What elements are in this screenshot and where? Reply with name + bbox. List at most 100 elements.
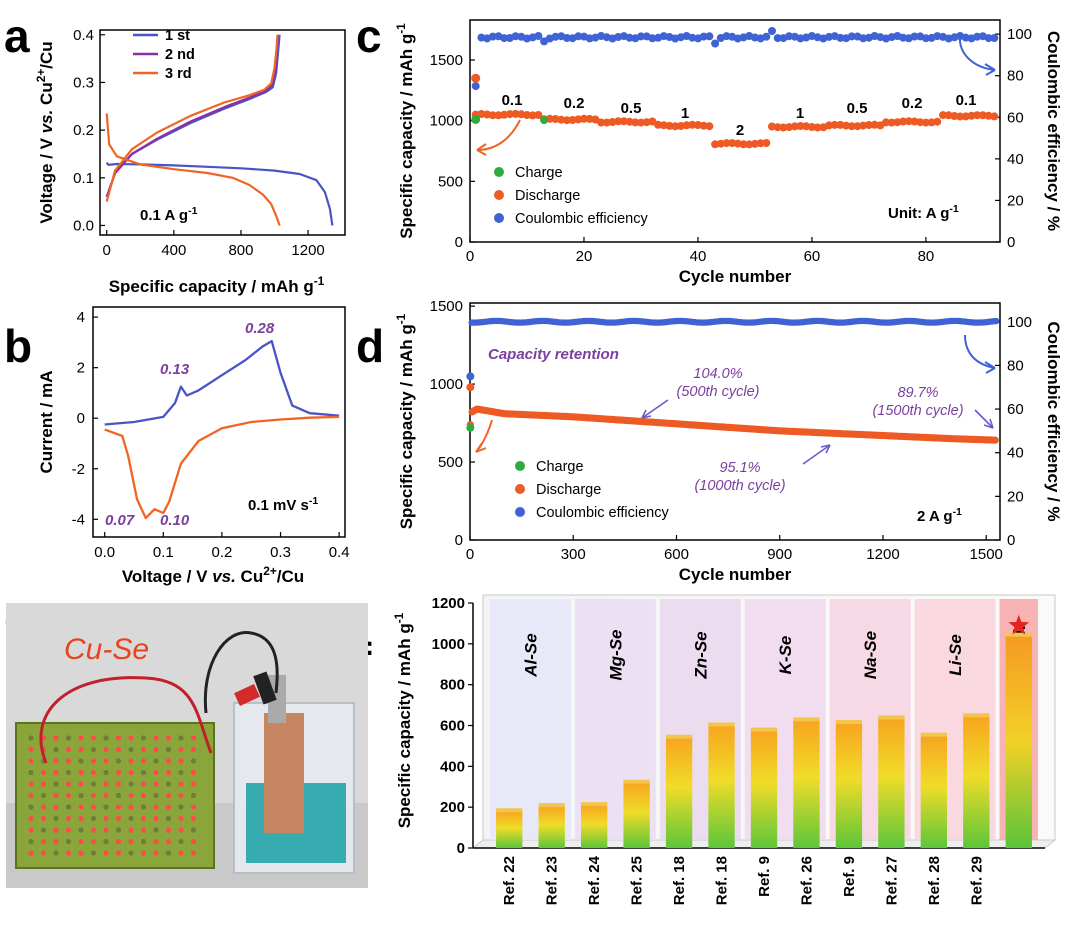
arrow-1500 bbox=[974, 409, 994, 429]
y-tick-label: -4 bbox=[72, 511, 85, 528]
plot-frame-a bbox=[99, 29, 346, 236]
peak-label: 0.13 bbox=[160, 361, 190, 378]
group-label: Al-Se bbox=[521, 633, 540, 677]
rate-label: 0.5 bbox=[847, 100, 868, 117]
y2-tick-label: 0 bbox=[1007, 234, 1015, 251]
ce-point bbox=[993, 317, 1000, 325]
x-tick-label: 0 bbox=[466, 546, 474, 563]
legend-label: Coulombic efficiency bbox=[515, 211, 648, 227]
annotation-1000: 95.1% bbox=[719, 460, 760, 476]
star-icon bbox=[1008, 614, 1030, 635]
ce-point bbox=[921, 34, 930, 43]
peak-label: 0.28 bbox=[245, 320, 275, 337]
annotation-500-sub: (500th cycle) bbox=[676, 384, 759, 400]
x-tick-label: 20 bbox=[576, 248, 593, 265]
x-axis-label: Cycle number bbox=[679, 565, 792, 584]
discharge-point bbox=[899, 117, 908, 126]
group-label: Zn-Se bbox=[691, 631, 710, 679]
led-board bbox=[15, 722, 215, 869]
discharge-point bbox=[887, 118, 896, 127]
y-tick-label: -2 bbox=[72, 461, 85, 478]
cv-curve-cathodic bbox=[104, 415, 340, 520]
ce-point bbox=[699, 32, 708, 41]
x-tick-label: Ref. 18 bbox=[714, 856, 731, 905]
discharge-point bbox=[739, 140, 748, 149]
ce-point bbox=[574, 32, 583, 41]
bar-top bbox=[835, 720, 863, 725]
bar bbox=[878, 718, 905, 848]
discharge-point bbox=[796, 122, 805, 130]
ce-point bbox=[466, 372, 475, 381]
x-tick-label: Ref. 29 bbox=[968, 856, 985, 905]
arrow-left bbox=[476, 119, 521, 151]
discharge-point bbox=[773, 123, 782, 132]
rate-label: 2 bbox=[736, 122, 744, 139]
rate-label: 0.2 bbox=[564, 95, 585, 112]
series-line-1st bbox=[105, 161, 334, 226]
discharge-point bbox=[705, 122, 714, 131]
bar bbox=[623, 782, 650, 848]
discharge-point bbox=[671, 122, 680, 131]
bar bbox=[665, 737, 693, 848]
photo-label: Cu-Se bbox=[64, 633, 149, 666]
y-tick-label: 800 bbox=[440, 677, 465, 694]
ce-point bbox=[984, 34, 993, 43]
legend-marker bbox=[515, 484, 525, 494]
y-tick-label: 500 bbox=[438, 454, 463, 471]
legend-label: 3 rd bbox=[165, 66, 192, 82]
retention-title: Capacity retention bbox=[488, 346, 619, 363]
annotation-1500-sub: (1500th cycle) bbox=[872, 403, 963, 419]
discharge-point bbox=[956, 112, 965, 121]
discharge-point bbox=[756, 139, 765, 148]
rate-label: 1 bbox=[681, 105, 689, 122]
group-label: Mg-Se bbox=[606, 630, 625, 681]
discharge-point bbox=[991, 436, 999, 444]
discharge-point bbox=[864, 121, 873, 129]
bar-top bbox=[750, 727, 778, 732]
group-label: Na-Se bbox=[861, 631, 880, 679]
bar-top bbox=[963, 713, 990, 718]
y-axis-label: Voltage / V vs. Cu2+/Cu bbox=[34, 41, 56, 223]
bar bbox=[750, 730, 778, 848]
y-tick-label: 0 bbox=[455, 234, 463, 251]
x-tick-label: Ref. 28 bbox=[926, 856, 943, 905]
ce-point bbox=[500, 34, 509, 43]
y-tick-label: 500 bbox=[438, 173, 463, 190]
discharge-point bbox=[688, 120, 697, 129]
y2-tick-label: 100 bbox=[1007, 26, 1032, 43]
legend-label: Coulombic efficiency bbox=[536, 505, 669, 521]
chart-b: 0.0 0.1 0.2 0.3 0.4 -4 -2 0 2 4 Voltage / V vs. Cu… bbox=[37, 306, 350, 586]
panel-letter-d: d bbox=[356, 320, 384, 372]
annotation-scan-rate: 0.1 mV s-1 bbox=[248, 495, 318, 514]
bar-top bbox=[580, 802, 608, 807]
legend-label: Charge bbox=[515, 165, 563, 181]
y2-tick-label: 40 bbox=[1007, 445, 1024, 462]
bar bbox=[708, 725, 735, 848]
y-tick-label: 0.1 bbox=[73, 170, 94, 187]
annotation-500: 104.0% bbox=[693, 366, 742, 382]
y-tick-label: 0.4 bbox=[73, 27, 94, 44]
x-tick-label: Ref. 27 bbox=[883, 856, 900, 905]
arrow-1000 bbox=[802, 444, 831, 465]
discharge-point bbox=[973, 111, 982, 120]
discharge-point bbox=[916, 118, 925, 127]
chart-c: 0 20 40 60 80 0 500 1000 1500 0 20 40 60 80 100 Cycle n… bbox=[394, 19, 1063, 286]
legend-label: Discharge bbox=[515, 188, 580, 204]
x-tick-label: Ref. 25 bbox=[629, 856, 646, 905]
bar-top bbox=[1005, 632, 1032, 637]
discharge-point bbox=[505, 110, 514, 119]
y-tick-label: 4 bbox=[77, 309, 85, 326]
rate-label: 0.5 bbox=[621, 100, 642, 117]
x-tick-label: 40 bbox=[690, 248, 707, 265]
ce-point bbox=[471, 82, 480, 91]
panel-letter-b: b bbox=[4, 320, 32, 372]
x-tick-label: Ref. 24 bbox=[586, 855, 603, 905]
y2-axis-label: Coulombic efficiency / % bbox=[1044, 321, 1063, 521]
pouch-cell bbox=[233, 675, 355, 874]
group-label: K-Se bbox=[776, 636, 795, 675]
discharge-point bbox=[511, 109, 520, 118]
y2-tick-label: 60 bbox=[1007, 109, 1024, 126]
bar bbox=[496, 811, 523, 848]
discharge-point bbox=[904, 117, 913, 126]
bar-top bbox=[496, 808, 523, 813]
